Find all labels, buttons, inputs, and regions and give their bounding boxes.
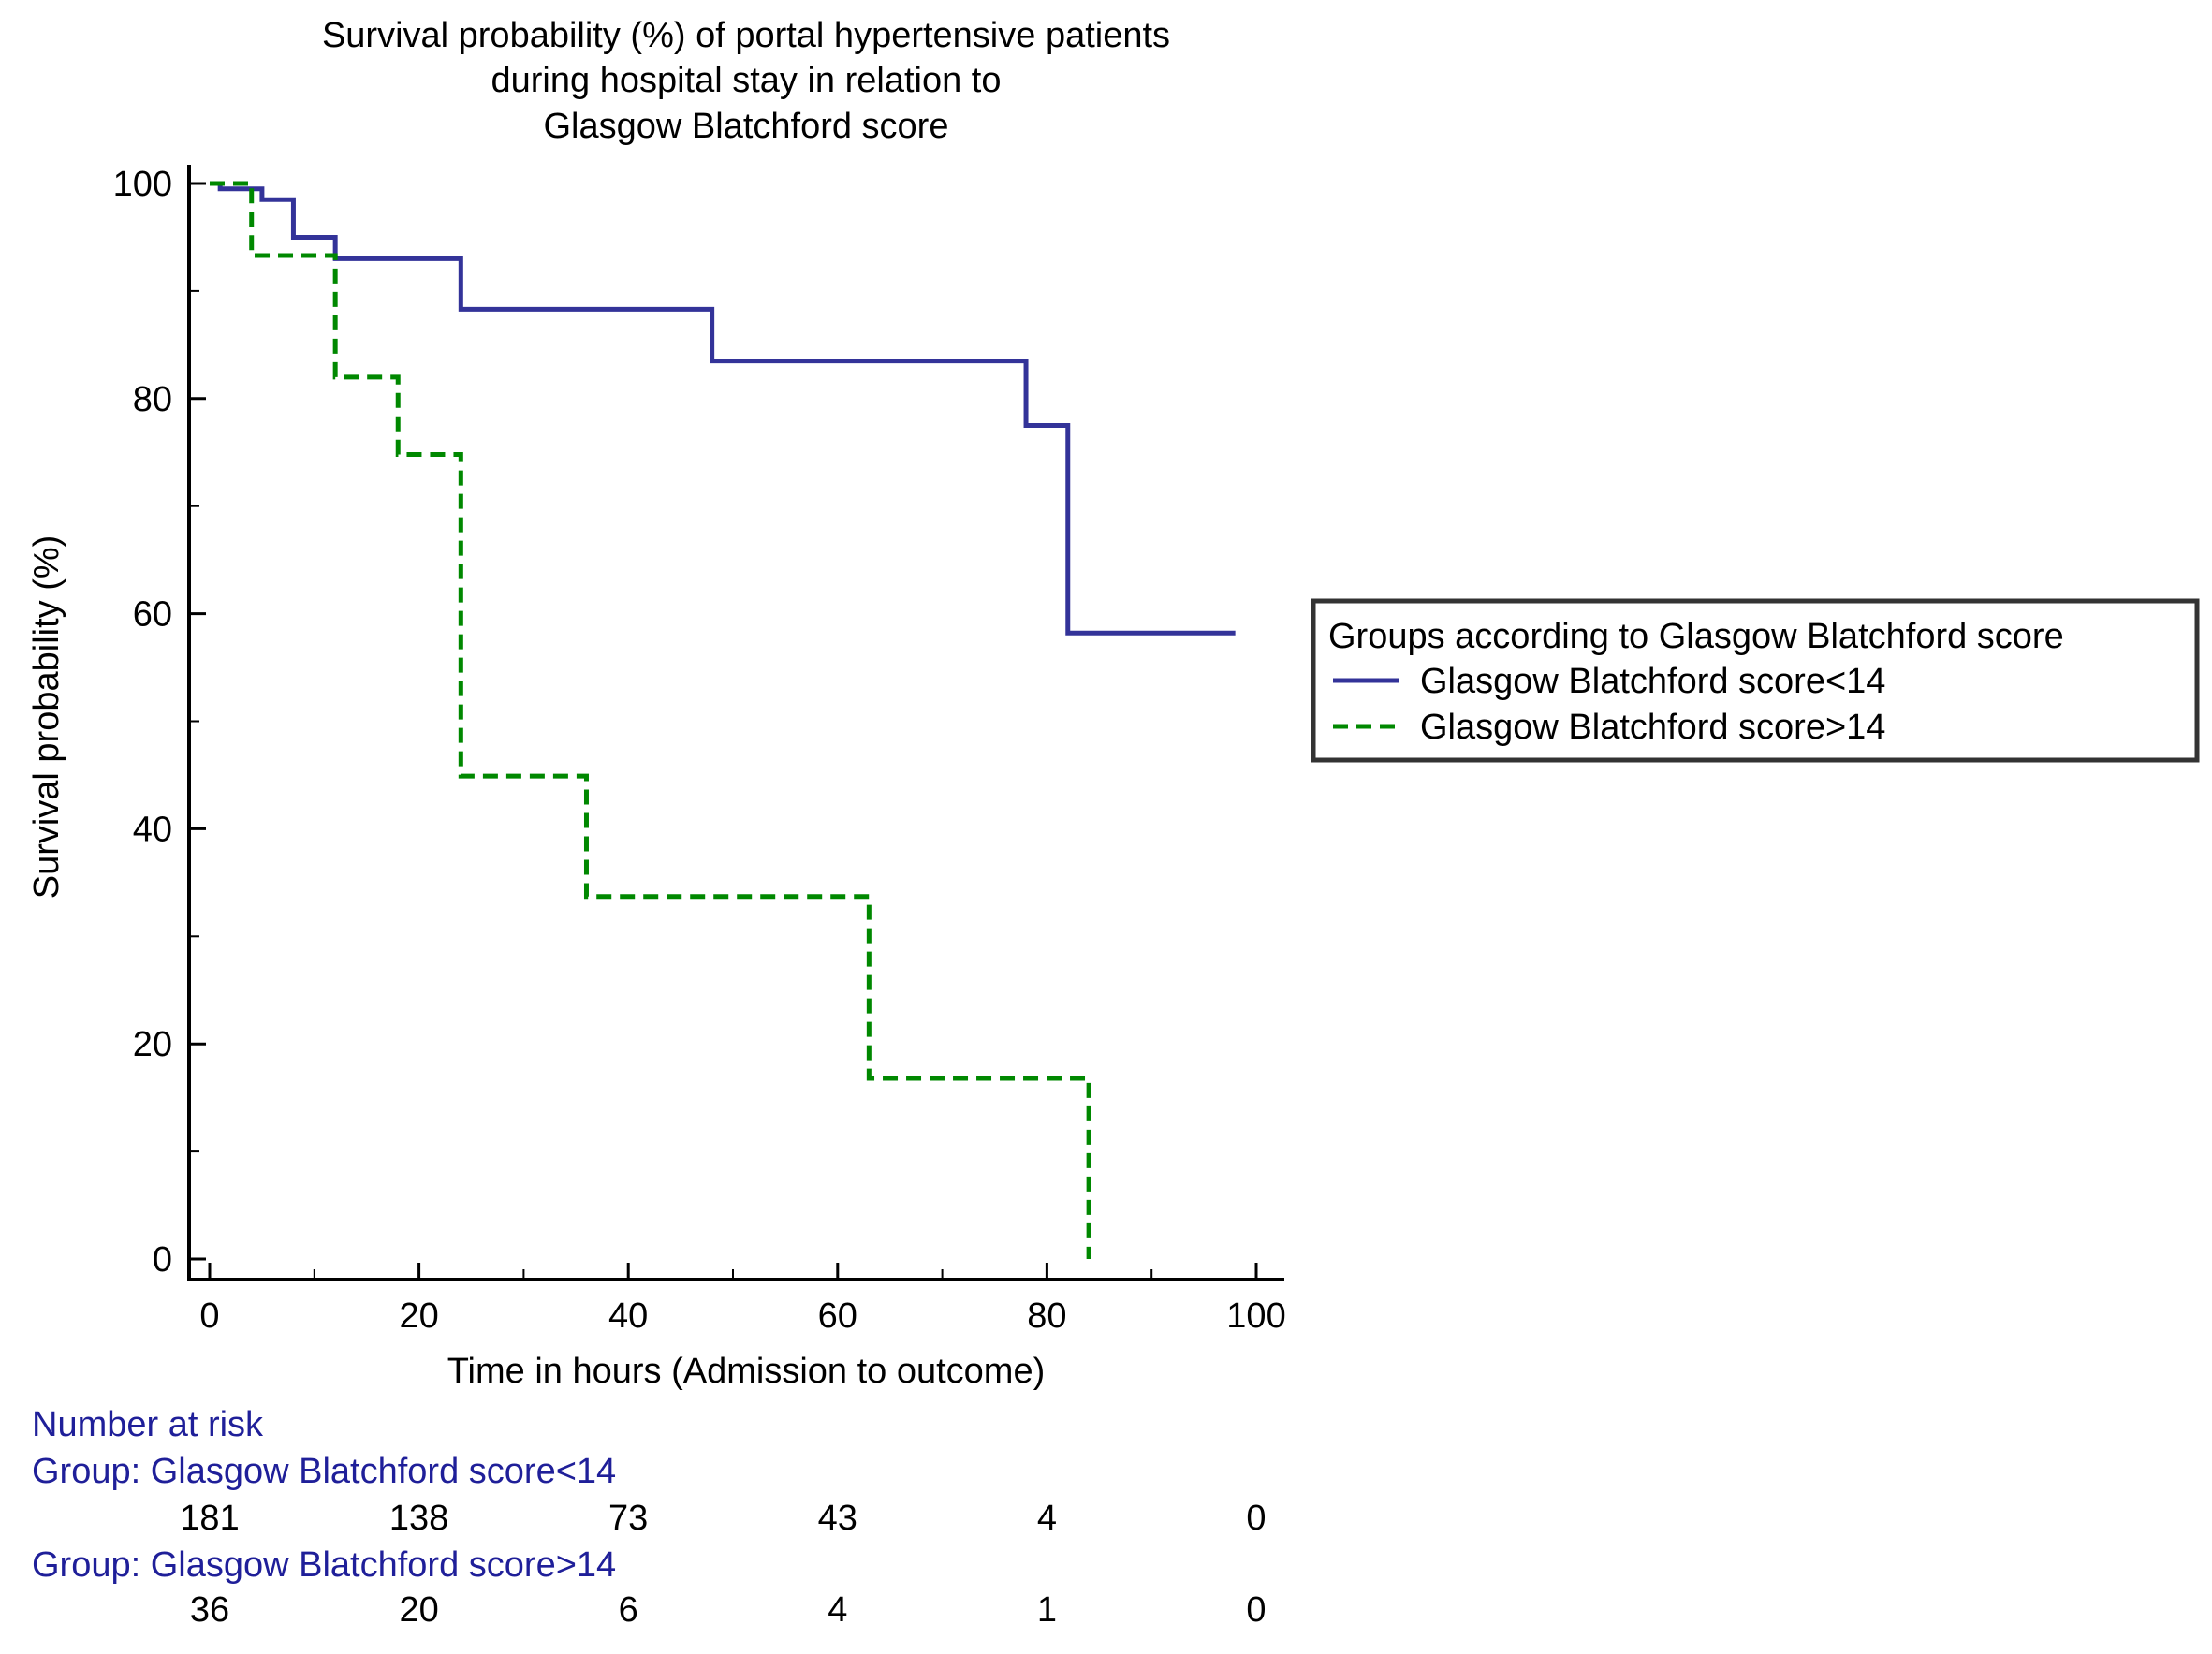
title-line-3: Glasgow Blatchford score <box>544 107 949 146</box>
legend-title: Groups according to Glasgow Blatchford s… <box>1328 617 2064 656</box>
y-tick-label: 100 <box>113 165 172 204</box>
x-tick-label: 80 <box>1027 1296 1066 1336</box>
risk-value: 181 <box>180 1499 239 1538</box>
y-tick-label: 0 <box>153 1240 172 1280</box>
series-line-gbs-lt-14 <box>210 181 1236 636</box>
legend-label-gbs-lt-14: Glasgow Blatchford score<14 <box>1420 662 1885 701</box>
risk-value: 1 <box>1037 1590 1057 1630</box>
chart-title: Survival probability (%) of portal hyper… <box>322 16 1170 146</box>
risk-group-label-gbs-lt-14: Group: Glasgow Blatchford score<14 <box>32 1452 616 1491</box>
x-tick-label: 60 <box>818 1296 857 1336</box>
risk-value: 43 <box>818 1499 857 1538</box>
x-tick-label: 100 <box>1226 1296 1285 1336</box>
legend-label-gbs-gt-14: Glasgow Blatchford score>14 <box>1420 708 1885 747</box>
risk-value: 138 <box>389 1499 448 1538</box>
y-axis-label: Survival probability (%) <box>27 535 66 900</box>
series-line-gbs-gt-14 <box>210 181 1091 1259</box>
survival-curves <box>210 181 1236 1259</box>
y-tick-label: 40 <box>133 810 172 849</box>
risk-value: 36 <box>190 1590 229 1630</box>
risk-value: 20 <box>399 1590 438 1630</box>
risk-value: 6 <box>619 1590 638 1630</box>
legend: Groups according to Glasgow Blatchford s… <box>1311 598 2200 763</box>
x-axis-label: Time in hours (Admission to outcome) <box>447 1352 1046 1391</box>
risk-value: 4 <box>828 1590 847 1630</box>
risk-value: 73 <box>608 1499 648 1538</box>
risk-values: 181 138 73 43 4 0 36 20 6 4 1 0 <box>180 1499 1266 1630</box>
title-line-2: during hospital stay in relation to <box>491 61 1002 100</box>
risk-value: 0 <box>1246 1590 1266 1630</box>
x-tick-label: 20 <box>399 1296 438 1336</box>
y-tick-label: 20 <box>133 1025 172 1064</box>
legend-box <box>1311 598 2200 763</box>
risk-table-heading: Number at risk <box>32 1405 264 1444</box>
risk-group-label-gbs-gt-14: Group: Glasgow Blatchford score>14 <box>32 1545 616 1585</box>
title-line-1: Survival probability (%) of portal hyper… <box>322 16 1170 55</box>
axis-ticks: 0 20 40 60 80 100 0 20 40 60 80 100 <box>113 165 1286 1336</box>
risk-value: 0 <box>1246 1499 1266 1538</box>
y-tick-label: 60 <box>133 595 172 635</box>
risk-value: 4 <box>1037 1499 1057 1538</box>
axes <box>187 165 1284 1281</box>
y-tick-label: 80 <box>133 380 172 419</box>
x-tick-label: 0 <box>199 1296 219 1336</box>
risk-table: Number at risk Group: Glasgow Blatchford… <box>32 1405 1267 1630</box>
x-tick-label: 40 <box>608 1296 648 1336</box>
